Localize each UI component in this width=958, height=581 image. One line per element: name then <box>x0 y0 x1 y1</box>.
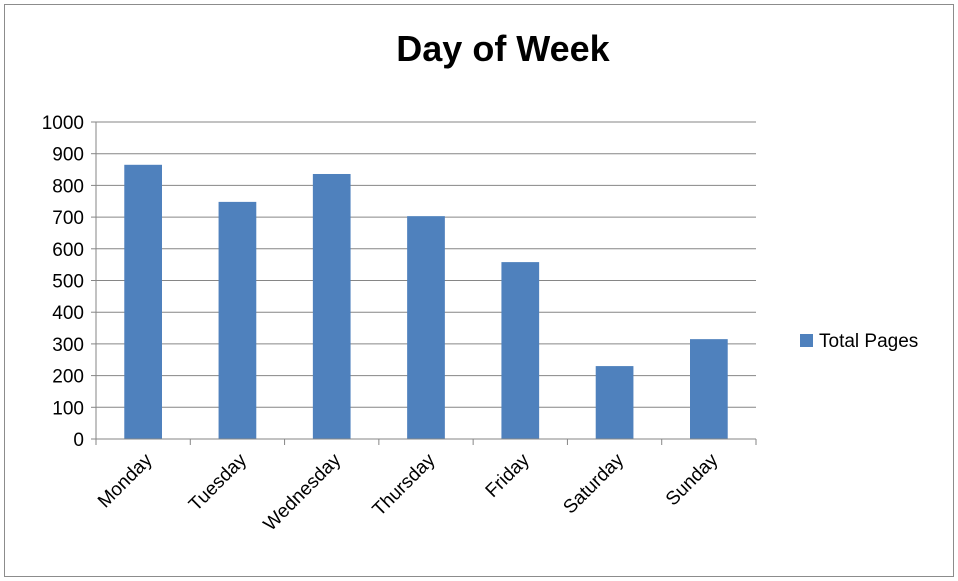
bar-tuesday <box>218 201 257 439</box>
y-tick-label: 100 <box>52 398 84 419</box>
y-tick-label: 700 <box>52 208 84 229</box>
y-tick-label: 300 <box>52 335 84 356</box>
x-axis-tick-labels: Monday Tuesday Wednesday Thursday Friday Satu… <box>94 449 723 535</box>
bars <box>124 164 728 440</box>
bar-wednesday <box>312 173 351 439</box>
x-tick-label: Thursday <box>369 449 440 520</box>
x-tick-label: Tuesday <box>185 449 251 515</box>
bar-saturday <box>595 366 634 439</box>
y-axis-tick-labels: 0 100 200 300 400 500 600 700 800 900 1000 <box>42 113 84 451</box>
legend-label: Total Pages <box>819 331 918 352</box>
legend-swatch <box>800 334 813 347</box>
bar-sunday <box>690 339 728 439</box>
x-tick-label: Friday <box>482 449 535 502</box>
y-tick-label: 900 <box>52 145 84 166</box>
x-tick-label: Wednesday <box>260 449 346 535</box>
y-tick-label: 1000 <box>42 113 84 134</box>
bar-friday <box>501 262 540 439</box>
y-tick-label: 600 <box>52 240 84 261</box>
bar-thursday <box>407 216 445 439</box>
x-tick-label: Saturday <box>559 449 628 518</box>
y-tick-label: 200 <box>52 367 84 388</box>
gridlines <box>96 121 756 408</box>
y-tick-label: 0 <box>73 430 84 451</box>
x-tick-label: Monday <box>94 449 157 512</box>
y-tick-label: 400 <box>52 303 84 324</box>
legend: Total Pages <box>800 331 918 352</box>
axes <box>91 121 757 445</box>
y-tick-label: 800 <box>52 176 84 197</box>
chart-title: Day of Week <box>396 28 610 69</box>
y-tick-label: 500 <box>52 272 84 293</box>
bar-monday <box>124 164 162 440</box>
chart-area <box>4 4 954 577</box>
x-tick-label: Sunday <box>662 449 723 510</box>
